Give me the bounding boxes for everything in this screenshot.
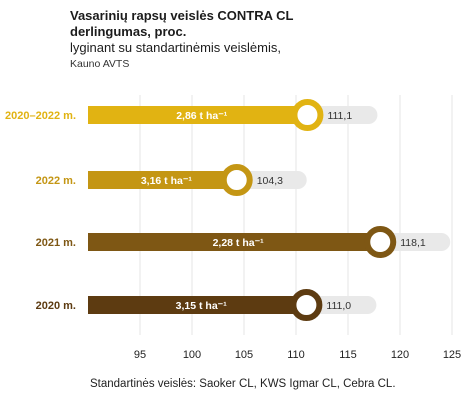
yield-label: 2,86 t ha⁻¹ (176, 110, 228, 122)
data-bar (88, 296, 307, 314)
bar-track (380, 233, 451, 251)
bar-track (307, 106, 378, 124)
data-bar (88, 171, 237, 189)
chart-title-line2: derlingumas, proc. (70, 24, 187, 39)
chart-footnote: Standartinės veislės: Saoker CL, KWS Igm… (90, 378, 396, 390)
chart-title-line1: Vasarinių rapsų veislės CONTRA CL (70, 8, 294, 23)
x-tick-label: 120 (391, 349, 409, 361)
category-label: 2021 m. (36, 237, 76, 249)
yield-label: 3,15 t ha⁻¹ (176, 300, 228, 312)
yield-label: 2,28 t ha⁻¹ (213, 237, 265, 249)
chart-subtitle: lyginant su standartinėmis veislėmis, (70, 40, 281, 55)
bar-track (306, 296, 377, 314)
chart-source: Kauno AVTS (70, 58, 130, 70)
value-marker (290, 289, 323, 321)
x-tick-label: 125 (443, 349, 461, 361)
value-marker (291, 99, 324, 131)
value-marker (364, 226, 397, 258)
bar-track (236, 171, 307, 189)
value-label: 111,0 (326, 300, 351, 312)
value-marker (220, 164, 253, 196)
x-tick-label: 115 (339, 349, 357, 361)
value-label: 111,1 (327, 110, 352, 122)
chart-header: Vasarinių rapsų veislės CONTRA CL derlin… (70, 8, 293, 72)
data-bar (88, 233, 381, 251)
x-tick-label: 105 (235, 349, 253, 361)
category-label: 2022 m. (36, 175, 76, 187)
x-tick-label: 100 (183, 349, 201, 361)
value-label: 118,1 (400, 237, 426, 249)
x-tick-label: 95 (134, 349, 146, 361)
category-label: 2020–2022 m. (5, 110, 76, 122)
category-label: 2020 m. (36, 300, 76, 312)
data-bar (88, 106, 308, 124)
x-tick-label: 110 (287, 349, 305, 361)
value-label: 104,3 (257, 175, 283, 187)
yield-label: 3,16 t ha⁻¹ (141, 175, 193, 187)
